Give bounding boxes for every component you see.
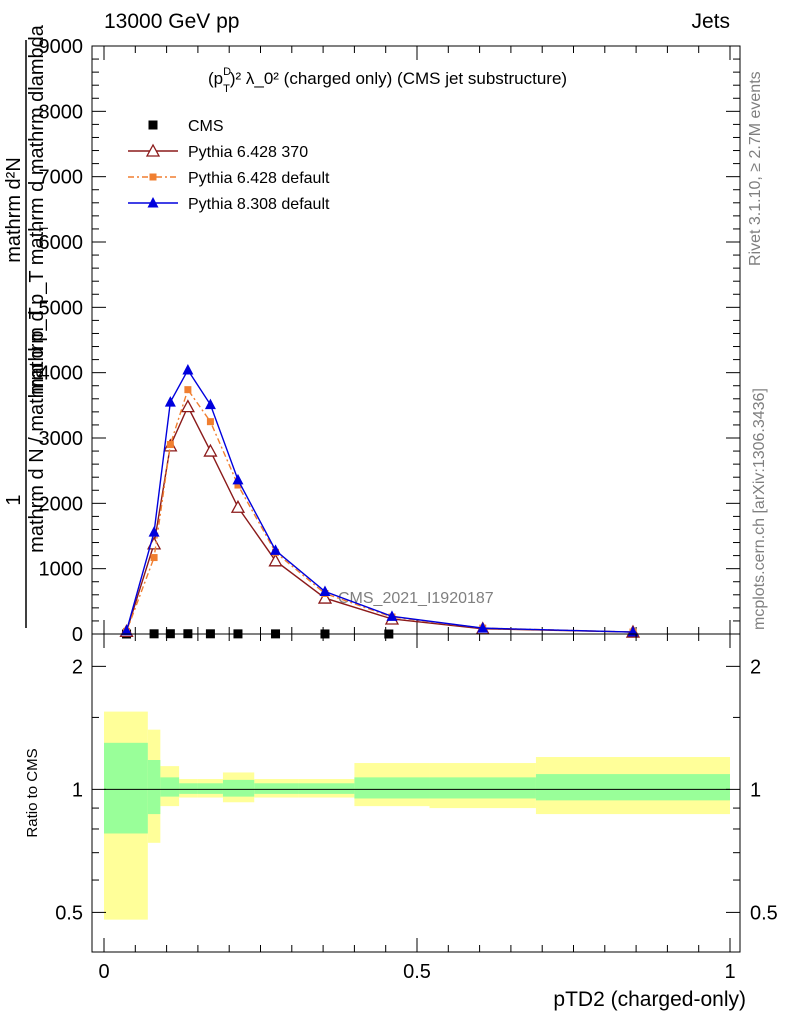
series-marker <box>319 585 331 597</box>
series-marker <box>268 553 283 567</box>
chart-title-sub: T <box>223 83 230 95</box>
ratio-stat-band <box>160 777 180 797</box>
legend: CMS Pythia 6.428 370 Pythia 6.428 default P… <box>128 118 330 213</box>
ratio-uncertainty-bands <box>104 711 730 920</box>
lower-plot-frame <box>91 633 741 953</box>
ratio-stat-band <box>535 774 730 801</box>
x-tick-labels: 0 0.5 1 <box>98 961 735 983</box>
series-marker <box>386 610 398 621</box>
ratio-stat-band <box>354 777 430 799</box>
series-line <box>125 388 633 633</box>
ratio-stat-band <box>197 783 223 794</box>
x-tick-label: 0.5 <box>403 961 431 983</box>
chart-title-main: (p <box>208 69 223 88</box>
chart-title: (pD T)² λ_0² (charged only) (CMS jet subs… <box>208 66 567 95</box>
upper-y-tick-label: 6000 <box>39 232 84 254</box>
ratio-stat-band <box>298 783 355 794</box>
upper-axis-ticks <box>92 45 740 635</box>
series-marker <box>180 399 195 413</box>
y-label-den: mathrm d p_T mathrm d mathrm dlambda <box>26 24 48 395</box>
upper-y-tick-labels: 0 1000 2000 3000 4000 5000 6000 7000 8000 9000 <box>39 36 84 646</box>
series-marker <box>203 443 218 457</box>
upper-y-tick-label: 0 <box>72 624 83 646</box>
series-marker <box>166 441 174 449</box>
ratio-stat-band <box>179 783 198 794</box>
series-marker <box>317 590 333 604</box>
series-marker <box>206 418 214 426</box>
y-label-sub: T <box>37 224 51 232</box>
chart-title-sup: D <box>223 66 231 78</box>
ratio-stat-band <box>222 779 255 797</box>
ratio-stat-band <box>254 783 299 794</box>
series-marker <box>164 396 176 407</box>
series-marker <box>477 622 489 633</box>
upper-y-tick-label: 3000 <box>39 428 84 450</box>
ratio-stat-band <box>104 742 148 834</box>
lower-y-tick-label-right: 1 <box>750 779 761 801</box>
lower-axis-ticks <box>92 634 740 952</box>
upper-y-tick-label: 2000 <box>39 493 84 515</box>
series-marker <box>150 554 158 562</box>
series-marker <box>182 364 194 375</box>
upper-y-tick-label: 4000 <box>39 363 84 385</box>
ratio-y-axis-label: Ratio to CMS <box>24 748 41 837</box>
header-category-label: Jets <box>691 10 730 33</box>
lower-y-tick-label: 2 <box>72 656 83 678</box>
series-marker <box>204 398 216 410</box>
x-tick-label: 0 <box>98 961 109 983</box>
legend-marker <box>147 197 159 208</box>
legend-label: Pythia 6.428 370 <box>188 144 308 161</box>
lower-y-tick-label: 1 <box>72 779 83 801</box>
ratio-stat-band <box>147 760 161 815</box>
upper-y-tick-label: 7000 <box>39 167 84 189</box>
legend-marker <box>145 143 161 157</box>
legend-entry: Pythia 8.308 default <box>128 196 330 213</box>
series-marker <box>230 499 246 513</box>
lower-y-tick-label-right: 0.5 <box>750 902 778 924</box>
upper-y-tick-label: 5000 <box>39 297 84 319</box>
upper-y-axis-label: 1 mathrm d N / mathrm d p_T mathrm d²N m… <box>3 24 51 628</box>
series-marker <box>232 473 244 485</box>
header-process-label: 13000 GeV pp <box>104 10 239 33</box>
series-marker <box>270 544 282 555</box>
legend-label: CMS <box>188 118 224 135</box>
upper-y-tick-label: 1000 <box>39 559 84 581</box>
y-label-num: mathrm d²N <box>3 157 25 263</box>
legend-marker <box>148 120 158 130</box>
y-label-prefix-num: 1 <box>3 494 25 505</box>
ratio-stat-band <box>429 777 536 799</box>
legend-entry: Pythia 6.428 370 <box>128 143 308 161</box>
series-marker <box>148 526 160 537</box>
analysis-watermark: CMS_2021_I1920187 <box>338 590 494 607</box>
chart-title-rest: )² λ_0² (charged only) (CMS jet substruc… <box>230 69 567 88</box>
series-3 <box>121 364 639 637</box>
legend-entry: CMS <box>148 118 224 135</box>
lower-y-tick-label: 0.5 <box>55 902 83 924</box>
legend-marker <box>149 173 157 181</box>
rivet-version-label: Rivet 3.1.10, ≥ 2.7M events <box>747 71 764 266</box>
upper-y-tick-label: 9000 <box>39 36 84 58</box>
series-marker <box>184 386 192 394</box>
x-tick-label: 1 <box>724 961 735 983</box>
series-marker <box>121 624 133 636</box>
y-label-prefix-den: mathrm d N / mathrm d p_T <box>26 307 48 553</box>
mcplots-label: mcplots.cern.ch [arXiv:1306.3436] <box>751 388 768 630</box>
legend-label: Pythia 8.308 default <box>188 196 330 213</box>
lower-y-tick-label-right: 2 <box>750 656 761 678</box>
lower-y-tick-labels: 0.5 0.5 1 1 2 2 <box>55 656 778 924</box>
legend-entry: Pythia 6.428 default <box>128 170 330 187</box>
legend-label: Pythia 6.428 default <box>188 170 330 187</box>
x-axis-label: pTD2 (charged-only) <box>553 988 746 1011</box>
series-marker <box>234 481 242 489</box>
upper-y-tick-label: 8000 <box>39 101 84 123</box>
